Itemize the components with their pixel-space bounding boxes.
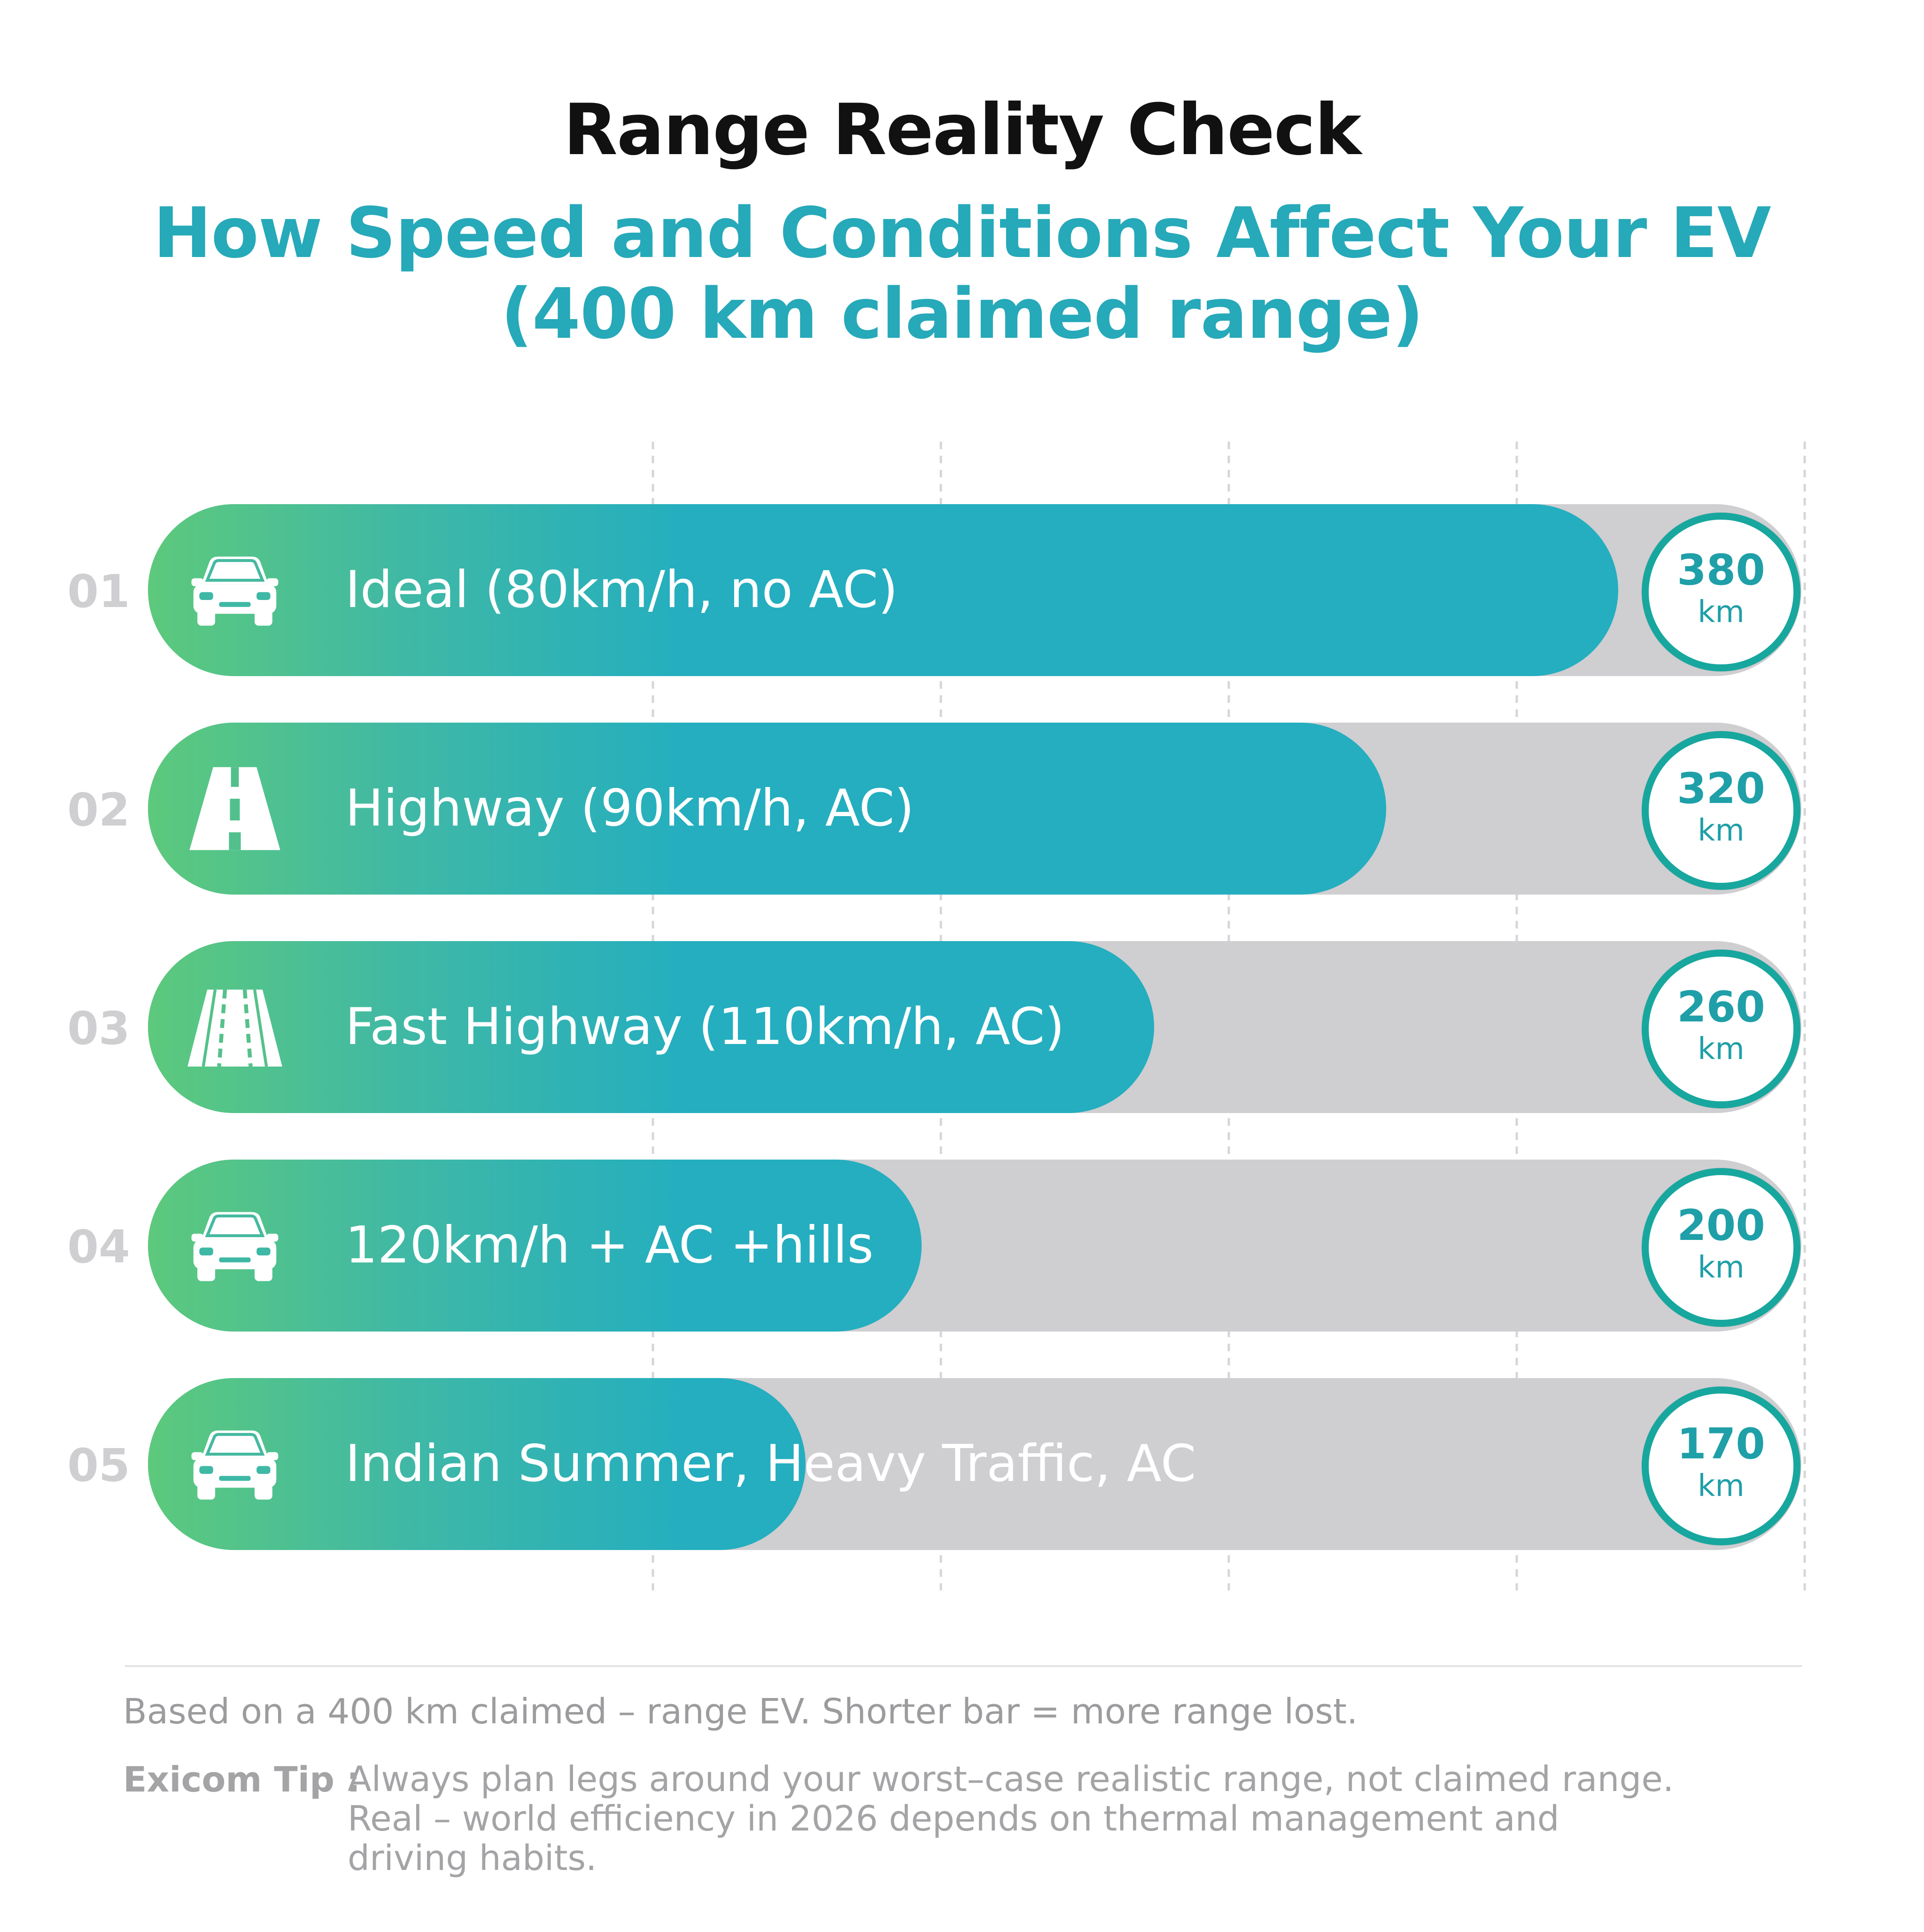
data-label: 320 — [1677, 764, 1765, 813]
bar-label: Fast Highway (110km/h, AC) — [345, 997, 1065, 1056]
value-badge: 200 km — [1642, 1168, 1800, 1327]
bar-row: Highway (90km/h, AC) 320 km — [148, 723, 1801, 895]
row-number: 02 — [67, 784, 130, 836]
bar-row: 120km/h + AC +hills 200 km — [148, 1160, 1801, 1332]
bar — [148, 941, 1154, 1113]
unit-label: km — [1698, 1250, 1745, 1285]
value-badge: 320 km — [1642, 731, 1800, 890]
data-label: 200 — [1677, 1201, 1765, 1250]
unit-label: km — [1698, 1469, 1745, 1504]
row-number: 04 — [67, 1221, 130, 1273]
row-number: 01 — [67, 565, 130, 618]
unit-label: km — [1698, 595, 1745, 630]
bar-label: Indian Summer, Heavy Traffic, AC — [345, 1434, 1196, 1493]
car-icon — [186, 1196, 284, 1295]
footnote: Based on a 400 km claimed – range EV. Sh… — [123, 1691, 1358, 1732]
tip-line-3: driving habits. — [348, 1838, 597, 1878]
tip-text: Always plan legs around your worst–case … — [348, 1760, 1804, 1878]
bar — [148, 504, 1618, 676]
value-badge: 380 km — [1642, 513, 1800, 671]
divider — [125, 1665, 1802, 1667]
road-icon — [186, 759, 284, 858]
row-number: 05 — [67, 1439, 130, 1492]
tip-label: Exicom Tip : — [123, 1760, 361, 1800]
row-number: 03 — [67, 1002, 130, 1055]
bar-label: 120km/h + AC +hills — [345, 1216, 874, 1275]
car-icon — [186, 541, 284, 639]
value-badge: 260 km — [1642, 950, 1800, 1108]
data-label: 170 — [1677, 1419, 1765, 1469]
tip-line-2: Real – world efficiency in 2026 depends … — [348, 1799, 1559, 1839]
bar — [148, 1160, 922, 1332]
bar-label: Ideal (80km/h, no AC) — [345, 561, 898, 619]
chart-subtitle: How Speed and Conditions Affect Your EV … — [0, 193, 1924, 354]
unit-label: km — [1698, 1032, 1745, 1067]
bar-label: Highway (90km/h, AC) — [345, 779, 915, 838]
data-label: 380 — [1677, 545, 1765, 595]
unit-label: km — [1698, 813, 1745, 848]
tip-line-1: Always plan legs around your worst–case … — [348, 1759, 1674, 1800]
data-label: 260 — [1677, 982, 1765, 1032]
chart-title: Range Reality Check — [563, 89, 1361, 171]
car-icon — [186, 1415, 284, 1513]
value-badge: 170 km — [1642, 1387, 1800, 1545]
multi-lane-road-icon — [186, 978, 284, 1076]
bar-row: Fast Highway (110km/h, AC) 260 km — [148, 941, 1801, 1113]
subtitle-line-2: (400 km claimed range) — [501, 273, 1424, 354]
bar-row: Ideal (80km/h, no AC) 380 km — [148, 504, 1801, 676]
bar-row: Indian Summer, Heavy Traffic, AC 170 km — [148, 1378, 1801, 1550]
bar — [148, 723, 1386, 895]
subtitle-line-1: How Speed and Conditions Affect Your EV — [153, 193, 1771, 273]
